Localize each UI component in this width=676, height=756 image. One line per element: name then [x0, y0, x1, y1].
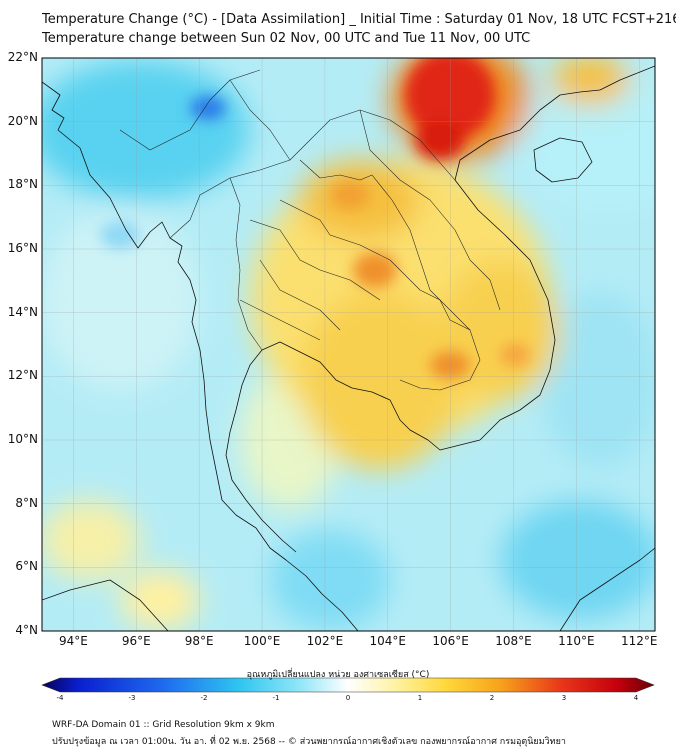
lat-tick-label: 10°N: [7, 432, 38, 446]
colorbar-tick-label: 0: [345, 694, 351, 702]
footer-credit: ปรับปรุงข้อมูล ณ เวลา 01:00น. วัน อา. ที…: [52, 737, 566, 747]
lat-tick-label: 16°N: [7, 241, 38, 255]
lon-tick-label: 104°E: [369, 634, 407, 648]
footer-model-info: WRF-DA Domain 01 :: Grid Resolution 9km …: [52, 720, 275, 730]
lon-tick-label: 98°E: [184, 634, 214, 648]
lat-tick-label: 20°N: [7, 113, 38, 128]
lon-tick-label: 102°E: [306, 634, 344, 648]
lon-tick-label: 106°E: [432, 634, 469, 648]
lon-tick-label: 96°E: [121, 634, 151, 648]
lon-tick-label: 112°E: [621, 634, 658, 648]
temperature-field: [42, 58, 655, 631]
map-frame: [41, 57, 656, 632]
lat-tick-label: 18°N: [7, 177, 38, 192]
lat-tick-label: 12°N: [7, 368, 38, 383]
coastlines: [42, 65, 655, 631]
lon-tick-label: 110°E: [558, 634, 595, 648]
colorbar-tick-label: 4: [633, 694, 639, 702]
map-title: Temperature Change (°C) - [Data Assimila…: [42, 12, 676, 27]
colorbar: [41, 677, 655, 693]
lat-tick-label: 14°N: [7, 304, 38, 319]
colorbar-tick-label: 2: [489, 694, 495, 702]
lon-tick-label: 108°E: [495, 634, 532, 648]
lat-tick-label: 4°N: [15, 623, 38, 637]
colorbar-tick-label: 3: [561, 694, 567, 702]
colorbar-tick-label: -1: [272, 694, 280, 702]
colorbar-tick-label: 1: [417, 694, 423, 702]
lat-tick-label: 6°N: [15, 559, 38, 574]
colorbar-tick-label: -4: [56, 694, 64, 702]
map-subtitle: Temperature change between Sun 02 Nov, 0…: [42, 31, 531, 46]
colorbar-label: อุณหภูมิเปลี่ยนแปลง หน่วย องศาเซลเซียส (…: [246, 670, 430, 680]
colorbar-tick-label: -3: [128, 694, 136, 702]
lon-tick-label: 94°E: [58, 634, 88, 648]
lon-tick-label: 100°E: [243, 634, 281, 648]
lat-tick-label: 22°N: [7, 50, 38, 64]
lat-tick-label: 8°N: [15, 495, 38, 510]
borders: [119, 69, 501, 391]
colorbar-tick-label: -2: [200, 694, 208, 702]
